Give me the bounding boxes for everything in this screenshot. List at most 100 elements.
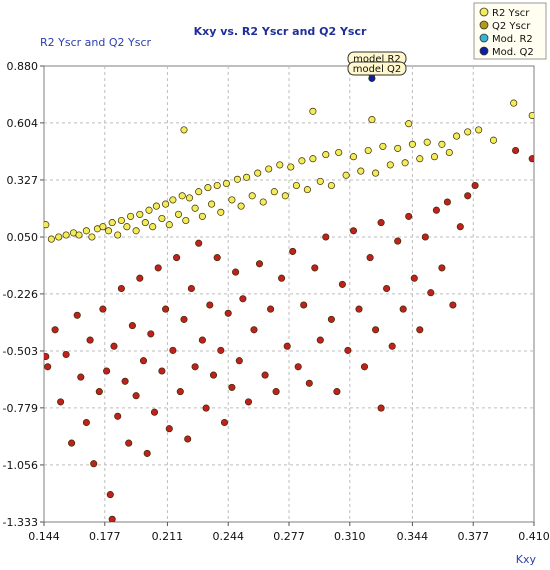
point-q2-yscr — [416, 326, 424, 334]
x-tick-label: 0.310 — [334, 530, 366, 543]
point-q2-yscr — [235, 357, 243, 365]
point-q2-yscr — [394, 237, 402, 245]
point-r2-yscr — [335, 148, 343, 157]
point-r2-yscr — [145, 206, 153, 214]
point-q2-yscr — [528, 155, 534, 163]
point-q2-yscr — [366, 254, 374, 262]
point-q2-yscr — [132, 392, 140, 400]
point-q2-yscr — [512, 146, 520, 155]
point-q2-yscr — [173, 254, 181, 262]
point-r2-yscr — [222, 179, 230, 188]
point-q2-yscr — [399, 305, 407, 313]
point-q2-yscr — [278, 274, 286, 282]
point-r2-yscr — [104, 227, 113, 235]
y-tick-label: 0.050 — [7, 231, 39, 244]
x-tick-label: 0.344 — [397, 530, 429, 543]
point-r2-yscr — [169, 196, 177, 204]
point-mod-q2 — [368, 74, 376, 82]
x-tick-label: 0.277 — [273, 530, 305, 543]
point-q2-yscr — [139, 357, 148, 365]
point-q2-yscr — [305, 379, 313, 387]
point-r2-yscr — [423, 138, 431, 146]
point-r2-yscr — [204, 184, 212, 192]
point-q2-yscr — [99, 305, 107, 313]
point-r2-yscr — [372, 169, 380, 177]
point-q2-yscr — [220, 418, 229, 427]
point-r2-yscr — [117, 216, 125, 225]
y-tick-label: -1.056 — [3, 459, 38, 472]
point-q2-yscr — [57, 398, 65, 406]
point-r2-yscr — [178, 192, 186, 200]
point-r2-yscr — [127, 212, 135, 220]
point-q2-yscr — [438, 264, 446, 272]
point-q2-yscr — [383, 284, 391, 293]
point-r2-yscr — [349, 153, 358, 161]
point-r2-yscr — [180, 126, 188, 134]
point-q2-yscr — [95, 388, 103, 396]
point-q2-yscr — [294, 363, 302, 371]
point-q2-yscr — [464, 192, 472, 200]
point-r2-yscr — [327, 181, 335, 190]
point-q2-yscr — [327, 315, 335, 323]
point-r2-yscr — [158, 214, 166, 223]
legend-label-r2-yscr: R2 Yscr — [492, 8, 530, 19]
point-r2-yscr — [405, 120, 413, 128]
point-q2-yscr — [322, 233, 330, 241]
point-r2-yscr — [416, 155, 424, 163]
point-q2-yscr — [82, 418, 90, 427]
point-q2-yscr — [300, 301, 308, 309]
legend-label-mod-q2: Mod. Q2 — [492, 47, 534, 58]
point-q2-yscr — [206, 301, 214, 309]
point-q2-yscr — [150, 408, 159, 416]
y-tick-label: -0.226 — [3, 288, 38, 301]
point-r2-yscr — [55, 233, 63, 241]
point-q2-yscr — [143, 449, 151, 457]
data-points — [44, 70, 534, 522]
point-q2-yscr — [443, 198, 451, 206]
point-r2-yscr — [182, 216, 190, 225]
point-q2-yscr — [62, 350, 70, 359]
point-q2-yscr — [162, 305, 170, 313]
point-q2-yscr — [283, 342, 291, 350]
point-r2-yscr — [401, 159, 409, 167]
legend-swatch-mod-q2 — [479, 46, 489, 56]
point-r2-yscr — [357, 167, 365, 175]
point-q2-yscr — [108, 515, 116, 522]
point-r2-yscr — [528, 111, 534, 120]
point-q2-yscr — [187, 284, 195, 293]
point-q2-yscr — [410, 274, 418, 282]
point-q2-yscr — [202, 404, 210, 412]
point-q2-yscr — [106, 491, 114, 499]
point-q2-yscr — [421, 233, 429, 241]
point-q2-yscr — [316, 336, 324, 344]
point-q2-yscr — [349, 227, 358, 235]
point-q2-yscr — [333, 388, 341, 396]
point-q2-yscr — [228, 383, 236, 391]
point-q2-yscr — [110, 342, 118, 350]
legend-label-mod-r2: Mod. R2 — [492, 34, 533, 45]
point-r2-yscr — [292, 181, 300, 190]
point-q2-yscr — [267, 305, 275, 313]
x-axis-ticks: 0.144 0.177 0.211 0.244 0.277 0.310 0.344 0.377… — [28, 522, 550, 543]
point-r2-yscr — [233, 175, 241, 183]
y-axis-title: R2 Yscr and Q2 Yscr — [40, 36, 151, 49]
point-q2-yscr — [147, 330, 155, 338]
point-q2-yscr — [191, 363, 199, 371]
x-tick-label: 0.377 — [457, 530, 489, 543]
point-q2-yscr — [239, 295, 247, 303]
legend: R2 Yscr Q2 Yscr Mod. R2 Mod. Q2 — [473, 2, 547, 60]
point-q2-yscr — [471, 181, 479, 190]
point-r2-yscr — [394, 144, 402, 152]
point-q2-yscr — [456, 223, 464, 231]
point-r2-yscr — [114, 231, 122, 239]
x-tick-label: 0.177 — [89, 530, 121, 543]
y-tick-label: -0.503 — [3, 345, 38, 358]
point-q2-yscr — [388, 342, 396, 350]
legend-label-q2-yscr: Q2 Yscr — [492, 21, 531, 32]
point-q2-yscr — [250, 326, 258, 334]
point-r2-yscr — [259, 198, 267, 206]
y-axis-ticks: 0.880 0.604 0.327 0.050 -0.226 -0.503 -0.779 -1… — [3, 60, 44, 529]
point-r2-yscr — [136, 210, 144, 218]
